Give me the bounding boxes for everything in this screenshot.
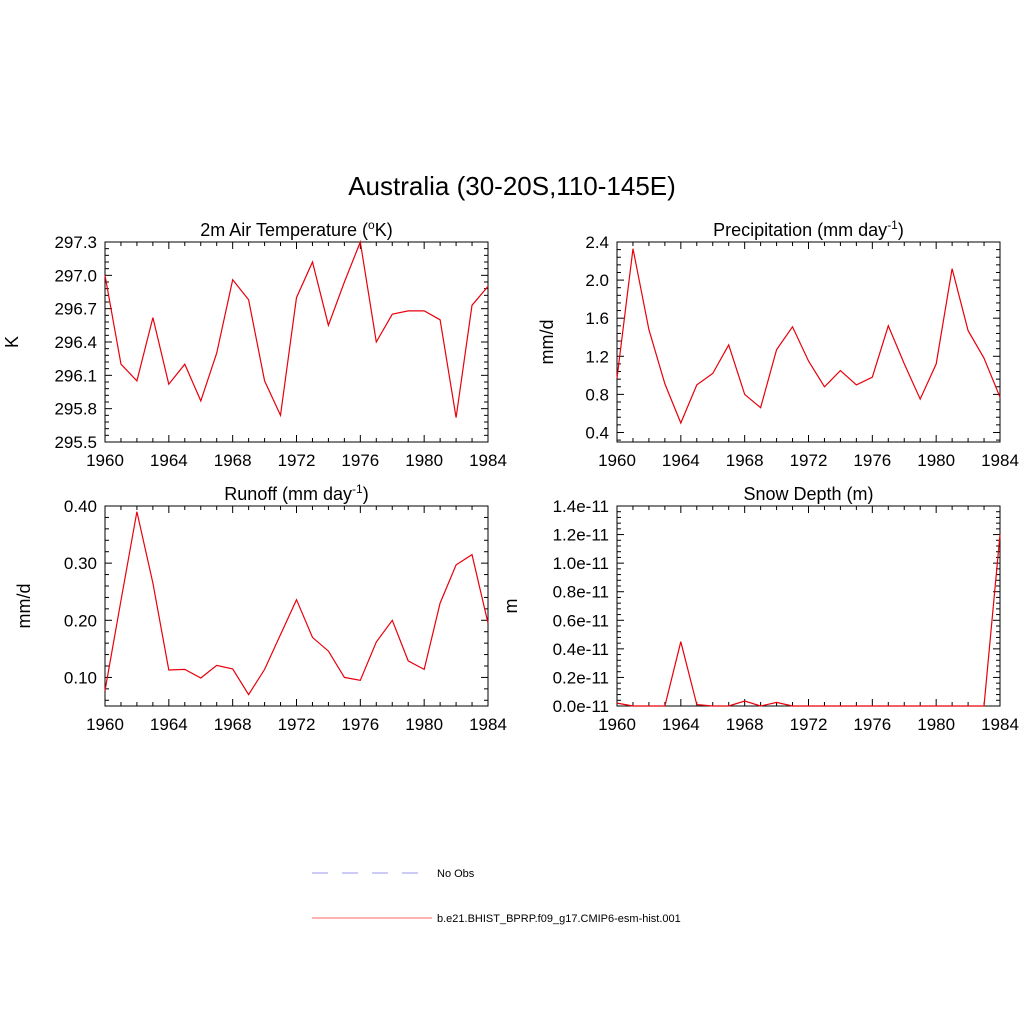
panel-snow-depth: 1960 1964 1968 1972 1976 1980 1984 0.0e-11 0.2e-… — [501, 484, 1019, 734]
legend-no-obs-label: No Obs — [437, 868, 475, 880]
x-tick-label: 1976 — [853, 715, 891, 734]
y-tick-label: 297.3 — [54, 233, 97, 252]
y-tick-label: 1.4e-11 — [553, 497, 609, 516]
y-tick-label: 0.8e-11 — [553, 583, 609, 602]
series-line — [104, 239, 489, 418]
x-tick-label: 1968 — [726, 451, 764, 470]
x-tick-label: 1960 — [598, 715, 636, 734]
x-tick-label: 1984 — [981, 451, 1019, 470]
x-tick-label: 1960 — [598, 451, 636, 470]
panel-precipitation: 1960 1964 1968 1972 1976 1980 1984 0.4 0.8 1.2 1.6… — [537, 218, 1019, 470]
y-tick-label: 0.4 — [585, 423, 609, 442]
y-tick-label: 1.6 — [585, 309, 609, 328]
y-tick-label: 0.20 — [64, 611, 97, 630]
x-tick-label: 1972 — [278, 715, 316, 734]
x-tick-label: 1980 — [405, 451, 443, 470]
y-tick-label: 295.5 — [54, 433, 97, 452]
y-axis-label: m — [501, 599, 521, 614]
x-tick-label: 1964 — [662, 715, 700, 734]
legend-model-label: b.e21.BHIST_BPRP.f09_g17.CMIP6-esm-hist.… — [437, 913, 681, 925]
y-tick-label: 0.0e-11 — [553, 697, 609, 716]
y-axis-label: mm/d — [14, 584, 34, 629]
panel-title: 2m Air Temperature (oK) — [200, 218, 392, 240]
y-tick-label: 297.0 — [54, 266, 97, 285]
y-tick-label: 0.30 — [64, 554, 97, 573]
y-axis-label: mm/d — [537, 320, 557, 365]
x-tick-label: 1960 — [86, 451, 124, 470]
x-tick-label: 1980 — [917, 715, 955, 734]
y-tick-label: 0.10 — [64, 668, 97, 687]
figure-title: Australia (30-20S,110-145E) — [348, 171, 676, 201]
y-tick-label: 1.2 — [585, 347, 609, 366]
x-tick-label: 1960 — [86, 715, 124, 734]
x-tick-label: 1968 — [214, 715, 252, 734]
series-line — [616, 248, 1001, 425]
y-tick-label: 2.0 — [585, 271, 609, 290]
y-tick-label: 295.8 — [54, 400, 97, 419]
x-tick-label: 1984 — [981, 715, 1019, 734]
x-tick-label: 1984 — [469, 451, 507, 470]
x-tick-label: 1984 — [469, 715, 507, 734]
x-tick-label: 1968 — [726, 715, 764, 734]
y-tick-label: 2.4 — [585, 233, 609, 252]
x-tick-label: 1980 — [917, 451, 955, 470]
panel-title: Runoff (mm day-1) — [224, 482, 368, 504]
y-tick-label: 296.4 — [54, 333, 97, 352]
y-axis-label: K — [2, 336, 22, 348]
x-tick-label: 1972 — [790, 715, 828, 734]
y-tick-label: 0.40 — [64, 497, 97, 516]
x-tick-label: 1976 — [341, 451, 379, 470]
y-tick-label: 1.2e-11 — [553, 526, 609, 545]
x-tick-label: 1972 — [278, 451, 316, 470]
x-tick-label: 1964 — [150, 451, 188, 470]
panel-air-temperature: 1960 1964 1968 1972 1976 1980 1984 295.5 295.8 29… — [2, 218, 507, 470]
y-tick-label: 0.8 — [585, 385, 609, 404]
y-tick-label: 0.4e-11 — [553, 640, 609, 659]
x-tick-label: 1976 — [853, 451, 891, 470]
x-tick-label: 1964 — [150, 715, 188, 734]
y-tick-label: 296.1 — [54, 366, 97, 385]
series-line — [616, 534, 1001, 707]
x-tick-label: 1964 — [662, 451, 700, 470]
y-tick-label: 0.6e-11 — [553, 611, 609, 630]
y-tick-label: 296.7 — [54, 300, 97, 319]
panel-runoff: 1960 1964 1968 1972 1976 1980 1984 0.10 0.20 0.30… — [14, 482, 507, 734]
panel-title: Precipitation (mm day-1) — [713, 218, 904, 240]
legend: No Obs b.e21.BHIST_BPRP.f09_g17.CMIP6-es… — [312, 868, 681, 925]
x-tick-label: 1972 — [790, 451, 828, 470]
series-line — [104, 511, 489, 696]
panel-title: Snow Depth (m) — [743, 484, 873, 504]
y-tick-label: 0.2e-11 — [553, 668, 609, 687]
x-tick-label: 1976 — [341, 715, 379, 734]
y-tick-label: 1.0e-11 — [553, 554, 609, 573]
x-tick-label: 1980 — [405, 715, 443, 734]
x-tick-label: 1968 — [214, 451, 252, 470]
